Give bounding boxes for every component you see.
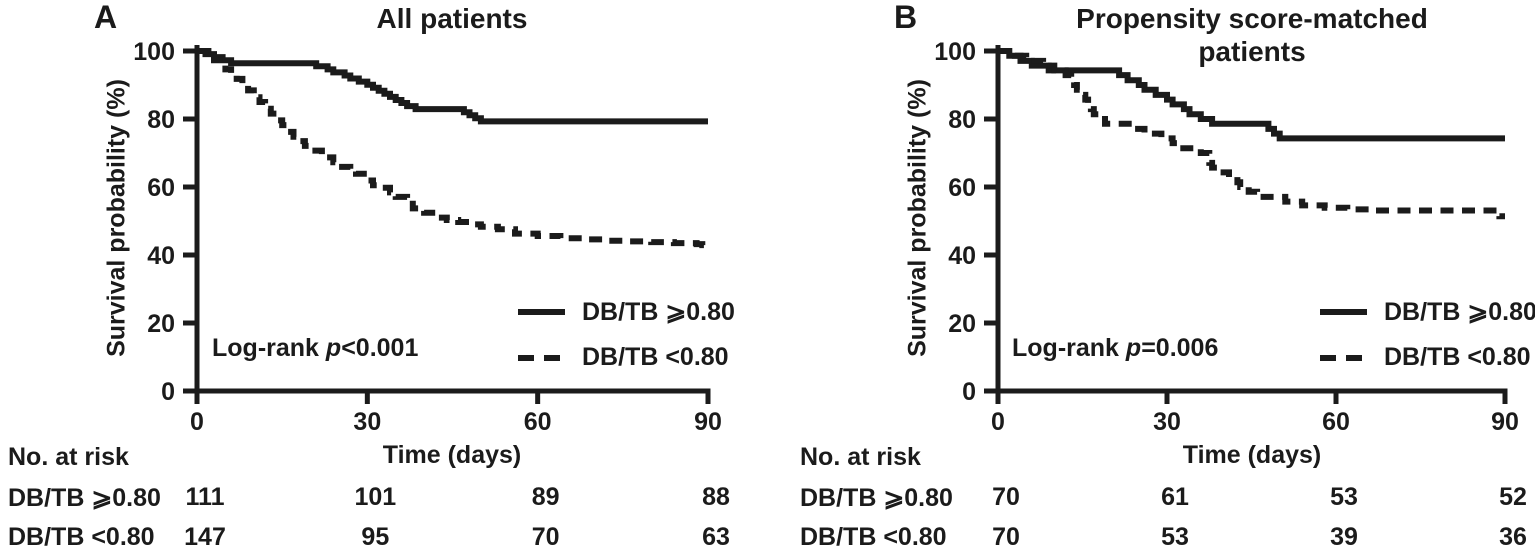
log-rank-p-value: =0.006 bbox=[1141, 334, 1219, 362]
log-rank-annotation: Log-rank p=0.006 bbox=[1012, 334, 1218, 363]
log-rank-p-symbol: p bbox=[1125, 334, 1142, 362]
risk-row-label: DB/TB <0.80 bbox=[800, 523, 947, 551]
km-curve-dashed bbox=[998, 48, 1505, 220]
km-curve-dashed bbox=[197, 48, 708, 249]
risk-value: 101 bbox=[354, 483, 397, 511]
log-rank-p-symbol: p bbox=[325, 334, 342, 362]
risk-value: 147 bbox=[184, 523, 226, 551]
risk-value: 111 bbox=[185, 483, 225, 511]
risk-row-label: DB/TB ⩾0.80 bbox=[800, 484, 953, 512]
risk-value: 63 bbox=[702, 523, 730, 551]
y-tick-label: 40 bbox=[948, 242, 976, 270]
x-tick-label: 60 bbox=[524, 408, 552, 436]
x-tick-label: 90 bbox=[1491, 408, 1519, 436]
log-rank-annotation: Log-rank p<0.001 bbox=[212, 334, 418, 363]
y-axis-label: Survival probability (%) bbox=[102, 79, 131, 357]
legend-entry: DB/TB <0.80 bbox=[1320, 343, 1535, 372]
x-axis-label: Time (days) bbox=[382, 441, 522, 469]
x-tick-label: 60 bbox=[1322, 408, 1350, 436]
x-tick-label: 0 bbox=[991, 408, 1005, 436]
legend-label: DB/TB <0.80 bbox=[1384, 343, 1531, 371]
y-tick-label: 20 bbox=[147, 310, 175, 338]
y-tick-label: 40 bbox=[147, 242, 175, 270]
panel-letter: B bbox=[894, 0, 918, 35]
legend-entry: DB/TB ⩾0.80 bbox=[518, 297, 735, 327]
km-curve-solid bbox=[998, 48, 1505, 142]
km-curve-solid bbox=[197, 48, 708, 125]
x-tick-label: 30 bbox=[353, 408, 381, 436]
risk-value: 36 bbox=[1499, 523, 1527, 551]
x-tick-label: 90 bbox=[694, 408, 722, 436]
y-tick-label: 0 bbox=[962, 378, 976, 406]
dashed-line-swatch bbox=[1320, 354, 1367, 361]
panel-title: All patients bbox=[376, 3, 528, 34]
x-tick-label: 30 bbox=[1153, 408, 1181, 436]
risk-value: 89 bbox=[531, 483, 560, 511]
risk-value: 61 bbox=[1161, 483, 1189, 511]
risk-row-label: DB/TB <0.80 bbox=[8, 523, 155, 551]
legend-label: DB/TB <0.80 bbox=[582, 343, 729, 371]
log-rank-prefix: Log-rank bbox=[1012, 334, 1126, 362]
panel-propensity-matched: 0 20 40 60 80 100 0 30 60 90 B Propensity score-m… bbox=[768, 0, 1535, 559]
legend-entry: DB/TB ⩾0.80 bbox=[1320, 297, 1535, 327]
survival-plot-a: 0 20 40 60 80 100 0 30 60 90 bbox=[133, 38, 722, 436]
legend-label: DB/TB ⩾0.80 bbox=[582, 298, 735, 326]
survival-plot-b: 0 20 40 60 80 100 0 30 60 90 bbox=[934, 38, 1519, 436]
risk-value: 70 bbox=[992, 483, 1020, 511]
risk-table-header: No. at risk bbox=[8, 443, 129, 471]
y-tick-label: 100 bbox=[934, 38, 976, 66]
risk-value: 70 bbox=[992, 523, 1020, 551]
log-rank-p-value: <0.001 bbox=[341, 334, 419, 362]
risk-row-label: DB/TB ⩾0.80 bbox=[8, 484, 161, 512]
x-tick-label: 0 bbox=[190, 408, 204, 436]
risk-value: 52 bbox=[1499, 483, 1527, 511]
log-rank-prefix: Log-rank bbox=[212, 334, 326, 362]
solid-line-swatch bbox=[1320, 309, 1367, 315]
risk-value: 53 bbox=[1161, 523, 1189, 551]
dashed-line-swatch bbox=[518, 354, 565, 361]
y-tick-label: 0 bbox=[161, 378, 175, 406]
y-axis-label: Survival probability (%) bbox=[903, 79, 932, 357]
y-tick-label: 80 bbox=[147, 106, 175, 134]
panel-title: Propensity score-matched patients bbox=[1076, 3, 1428, 67]
y-tick-label: 100 bbox=[133, 38, 175, 66]
y-tick-label: 20 bbox=[948, 310, 976, 338]
legend: DB/TB ⩾0.80 DB/TB <0.80 bbox=[518, 297, 735, 372]
risk-table-header: No. at risk bbox=[800, 443, 921, 471]
y-tick-label: 80 bbox=[948, 106, 976, 134]
solid-line-swatch bbox=[518, 309, 565, 315]
legend-label: DB/TB ⩾0.80 bbox=[1384, 298, 1535, 326]
legend: DB/TB ⩾0.80 DB/TB <0.80 bbox=[1320, 297, 1535, 372]
x-axis-label: Time (days) bbox=[1182, 441, 1322, 469]
risk-value: 70 bbox=[531, 523, 560, 551]
legend-entry: DB/TB <0.80 bbox=[518, 343, 735, 372]
y-tick-label: 60 bbox=[147, 174, 175, 202]
panel-all-patients: 0 20 40 60 80 100 0 30 60 90 A All patients Survi… bbox=[8, 0, 735, 551]
risk-value: 53 bbox=[1330, 483, 1358, 511]
risk-value: 39 bbox=[1330, 523, 1358, 551]
risk-value: 95 bbox=[361, 523, 390, 551]
panel-letter: A bbox=[94, 0, 118, 35]
risk-value: 88 bbox=[702, 483, 730, 511]
y-tick-label: 60 bbox=[948, 174, 976, 202]
